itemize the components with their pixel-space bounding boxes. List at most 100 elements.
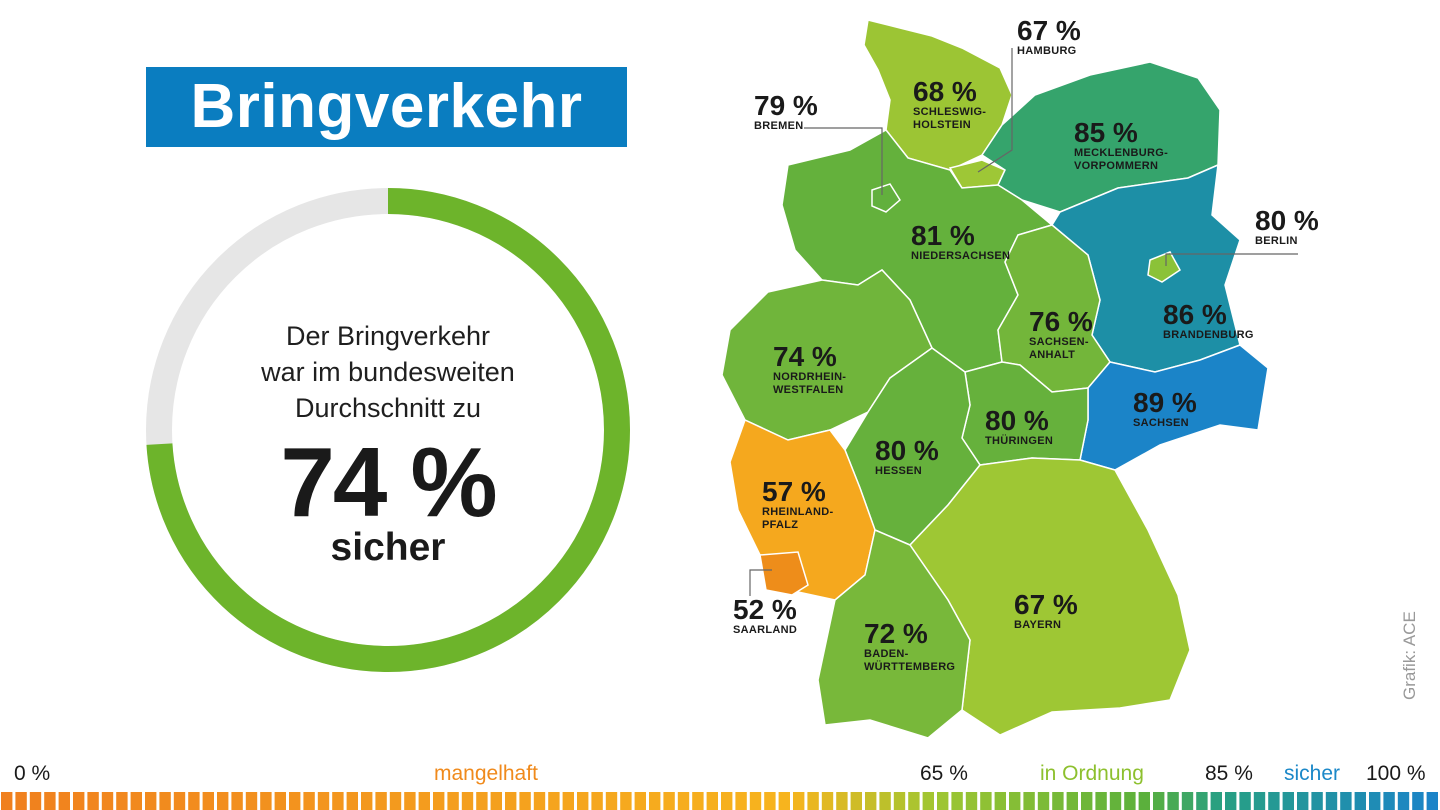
scale-segment (620, 792, 632, 810)
state-label-hamburg: 67 % HAMBURG (1017, 17, 1081, 58)
scale-segment (721, 792, 733, 810)
scale-label-100: 100 % (1366, 762, 1426, 785)
state-label-sachsen: 89 % SACHSEN (1133, 389, 1197, 430)
scale-segment (908, 792, 920, 810)
state-shape-bremen (871, 183, 901, 213)
scale-segment (476, 792, 488, 810)
scale-segment (461, 792, 474, 810)
scale-segment (965, 792, 978, 810)
leader-line-hamburg (977, 48, 1013, 173)
scale-segment (332, 792, 344, 810)
scale-segment (505, 792, 517, 810)
scale-segment (15, 792, 27, 810)
scale-segment (130, 792, 142, 810)
state-name: SAARLAND (733, 624, 798, 636)
scale-segment (879, 792, 891, 810)
scale-segment (346, 792, 358, 810)
state-percent: 89 % (1133, 387, 1197, 418)
scale-segment (1325, 792, 1338, 810)
scale-label-85: 85 % (1205, 762, 1253, 785)
scale-segment (850, 792, 862, 810)
scale-segment (778, 792, 790, 810)
state-label-mecklenburg-vorpommern: 85 % MECKLENBURG- VORPOMMERN (1074, 119, 1168, 173)
state-label-niedersachsen: 81 % NIEDERSACHSEN (911, 222, 1010, 263)
scale-segment (73, 792, 85, 810)
scale-segment (44, 792, 56, 810)
scale-segment (577, 792, 589, 810)
scale-segment (706, 792, 718, 810)
state-label-rheinland-pfalz: 57 % RHEINLAND- PFALZ (762, 478, 833, 532)
state-name: BRANDENBURG (1163, 329, 1254, 341)
scale-segment (793, 792, 805, 810)
scale-segment (548, 792, 560, 810)
state-shape-berlin (1147, 251, 1181, 283)
scale-segment (937, 792, 949, 810)
scale-label-0: 0 % (14, 762, 51, 785)
state-label-schleswig-holstein: 68 % SCHLESWIG- HOLSTEIN (913, 78, 986, 132)
state-percent: 67 % (1014, 589, 1078, 620)
scale-segment (1181, 792, 1194, 810)
scale-segment (1081, 792, 1093, 810)
state-percent: 85 % (1074, 117, 1138, 148)
state-label-baden-wuerttemberg: 72 % BADEN- WÜRTTEMBERG (864, 620, 955, 674)
scale-segment (361, 792, 373, 810)
state-name: NORDRHEIN- WESTFALEN (773, 371, 847, 396)
scale-segment (1369, 792, 1381, 810)
scale-legend-labels: 0 % mangelhaft 65 % in Ordnung 85 % sich… (0, 760, 1440, 790)
scale-segment (605, 792, 618, 810)
scale-segment (562, 792, 574, 810)
scale-gradient-bar (1, 792, 1438, 810)
page-title: Bringverkehr (146, 67, 627, 147)
scale-segment (1153, 792, 1165, 810)
average-percent: 74 % (280, 427, 497, 537)
scale-segment (101, 792, 114, 810)
donut-value-arc (146, 188, 630, 672)
scale-segment (663, 792, 675, 810)
scale-segment (447, 792, 459, 810)
state-percent: 80 % (1255, 205, 1319, 236)
scale-label-65: 65 % (920, 762, 968, 785)
scale-segment (1282, 792, 1294, 810)
graphic-credit: Grafik: ACE (1400, 611, 1419, 700)
germany-map: 68 % SCHLESWIG- HOLSTEIN 67 % HAMBURG 79… (700, 0, 1440, 760)
state-percent: 80 % (985, 405, 1049, 436)
scale-segment (1311, 792, 1323, 810)
scale-segment (317, 792, 330, 810)
scale-label-sicher: sicher (1284, 762, 1341, 785)
scale-segment (202, 792, 214, 810)
scale-segment (1124, 792, 1136, 810)
scale-segment (735, 792, 747, 810)
state-percent: 72 % (864, 618, 928, 649)
scale-segment (994, 792, 1006, 810)
state-name: SACHSEN- ANHALT (1029, 336, 1089, 361)
state-name: BADEN- WÜRTTEMBERG (864, 648, 956, 673)
leader-line-bremen (804, 127, 883, 195)
scale-segment (821, 792, 834, 810)
scale-segment (1397, 792, 1410, 810)
state-name: BREMEN (754, 120, 804, 132)
scale-segment (217, 792, 229, 810)
scale-segment (404, 792, 416, 810)
scale-segment (951, 792, 963, 810)
scale-segment (87, 792, 99, 810)
average-rating: sicher (330, 526, 446, 569)
state-name: MECKLENBURG- VORPOMMERN (1074, 147, 1169, 172)
state-percent: 57 % (762, 476, 826, 507)
state-name: RHEINLAND- PFALZ (762, 506, 834, 531)
state-name: THÜRINGEN (985, 435, 1054, 447)
state-name: HESSEN (875, 465, 923, 477)
scale-segment (1109, 792, 1122, 810)
scale-segment (1066, 792, 1078, 810)
state-label-nordrhein-westfalen: 74 % NORDRHEIN- WESTFALEN (773, 343, 846, 397)
state-name: BAYERN (1014, 619, 1062, 631)
scale-segment (836, 792, 848, 810)
scale-label-mangelhaft: mangelhaft (434, 762, 538, 785)
leader-line-saarland (749, 569, 772, 596)
state-percent: 79 % (754, 90, 818, 121)
scale-segment (490, 792, 502, 810)
scale-segment (1239, 792, 1251, 810)
scale-segment (188, 792, 200, 810)
scale-segment (159, 792, 171, 810)
scale-segment (749, 792, 762, 810)
scale-segment (1297, 792, 1309, 810)
